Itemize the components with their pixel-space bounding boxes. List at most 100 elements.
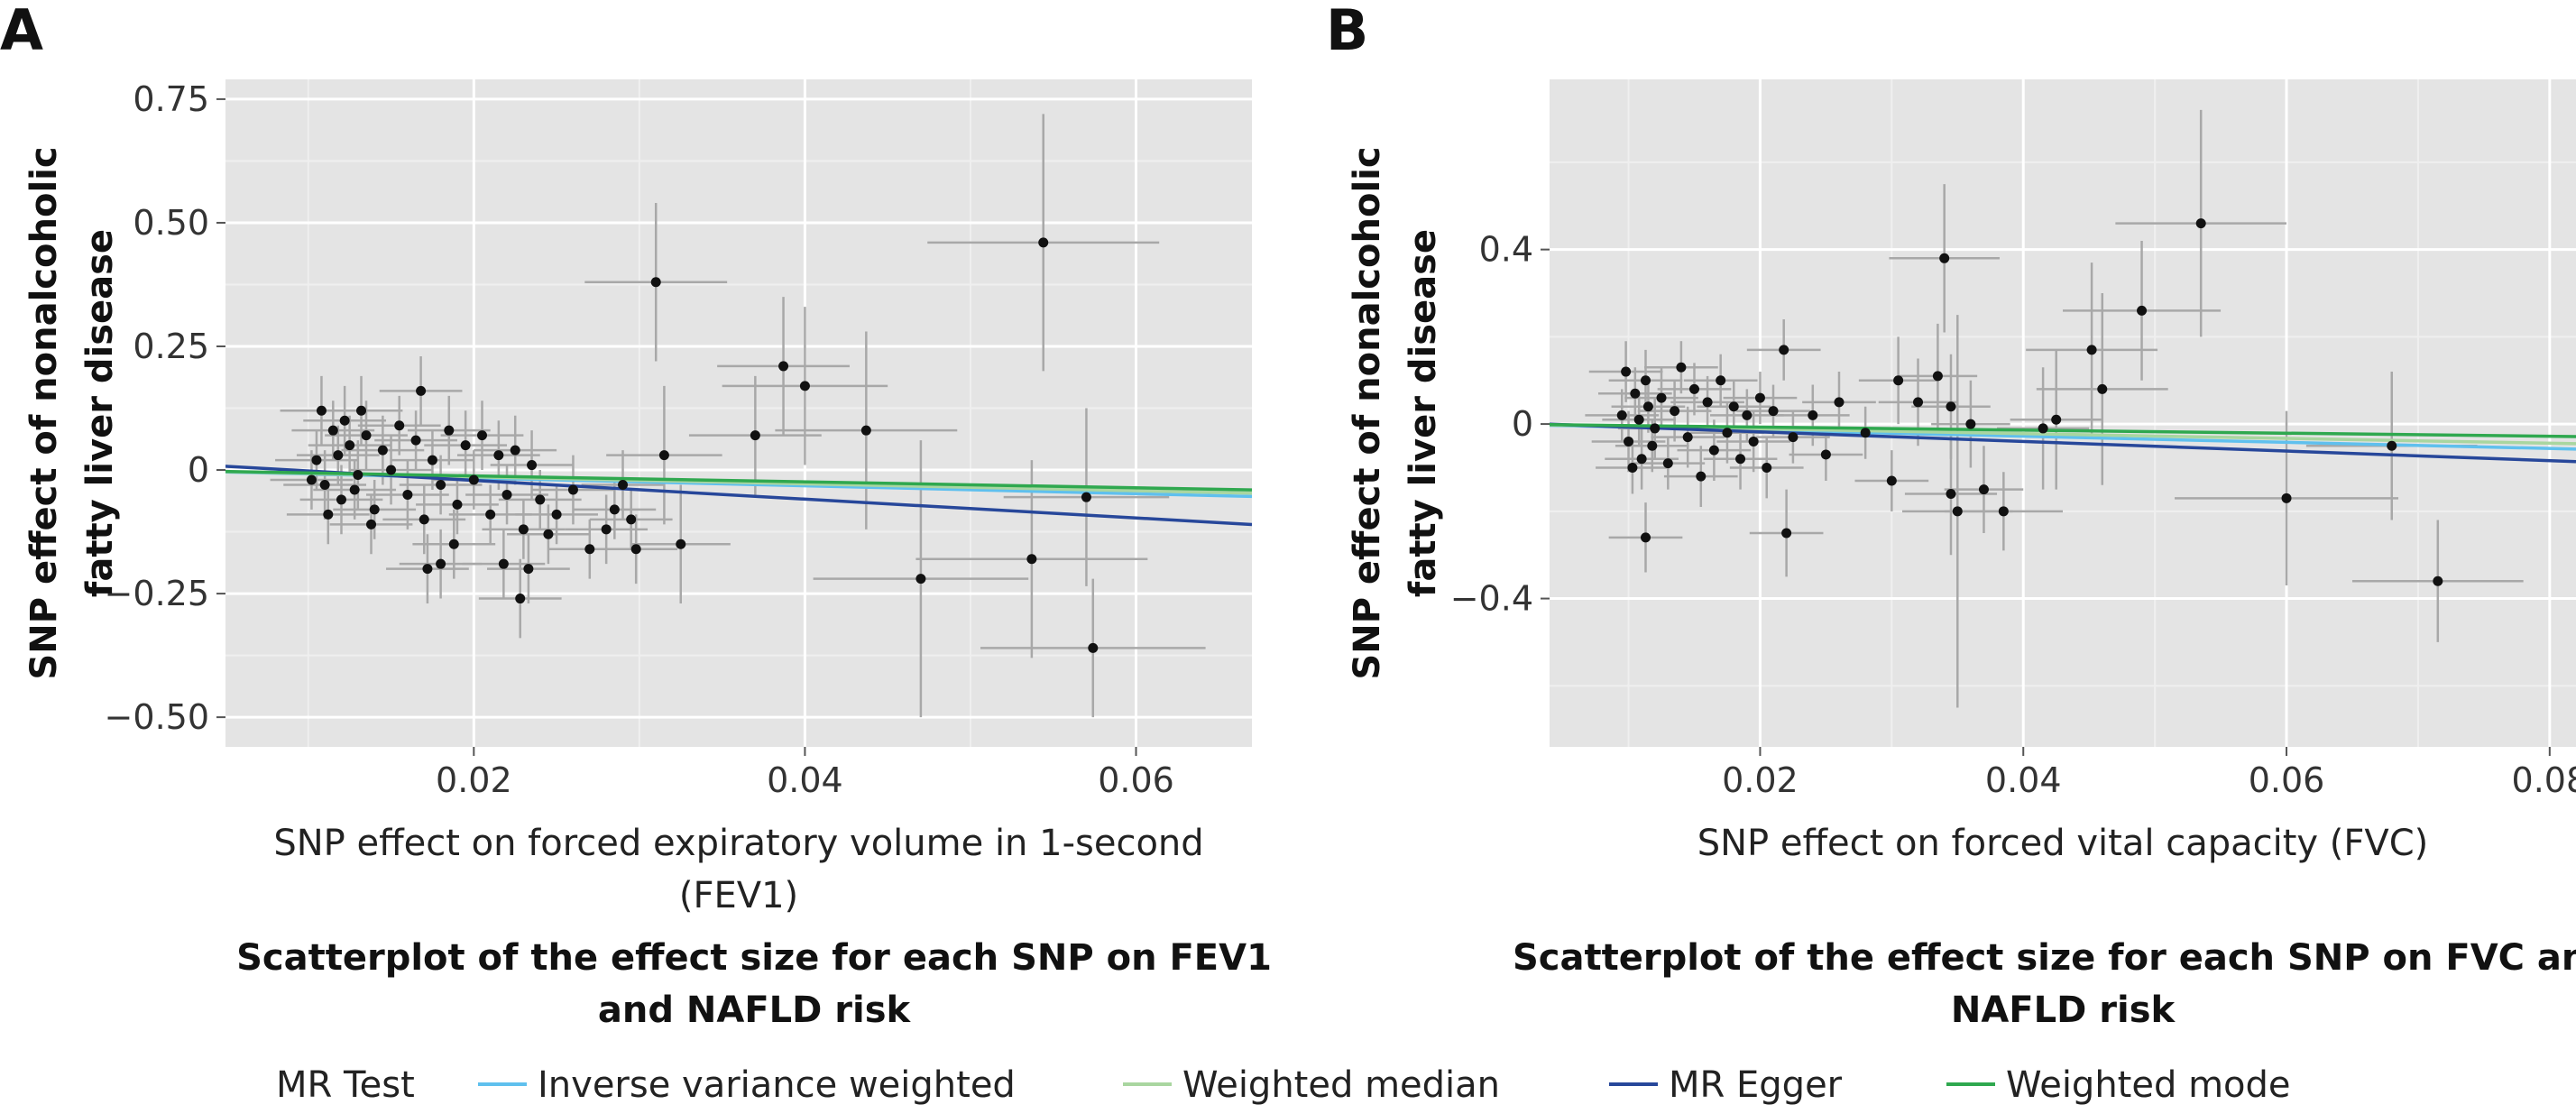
y-tick-label: 0.50: [133, 203, 209, 243]
mr-line-mr-egger: [1550, 422, 2576, 464]
data-point: [1893, 375, 1904, 386]
data-point: [1621, 366, 1632, 377]
x-tick-label: 0.02: [1722, 760, 1799, 800]
data-point: [402, 489, 413, 500]
data-point: [1735, 454, 1746, 465]
data-point: [626, 514, 637, 525]
data-layer: [1550, 109, 2576, 708]
y-tick-label: 0.75: [133, 79, 209, 119]
data-point: [609, 504, 620, 515]
data-point: [1624, 436, 1634, 447]
data-point: [2137, 305, 2148, 316]
x-tick-label: 0.02: [436, 760, 512, 800]
data-point: [1748, 436, 1759, 447]
data-point: [1728, 401, 1739, 412]
data-point: [543, 529, 554, 539]
data-point: [477, 430, 487, 441]
data-point: [493, 450, 504, 461]
data-point: [1688, 383, 1699, 394]
data-point: [1647, 440, 1658, 451]
data-point: [1952, 506, 1963, 517]
data-point: [601, 524, 612, 535]
data-point: [1939, 253, 1950, 263]
data-point: [427, 455, 437, 465]
data-point: [327, 425, 338, 436]
data-point: [386, 465, 397, 475]
data-point: [650, 277, 661, 288]
data-point: [1662, 458, 1673, 469]
data-point: [436, 479, 446, 490]
data-point: [1616, 410, 1627, 420]
data-point: [1696, 471, 1707, 482]
y-tick-label: −0.25: [105, 574, 209, 613]
data-point: [618, 479, 629, 490]
panel-b: 0.02 0.04 0.06 0.08 0.4 0 −0.4 B SNP effect of n…: [1326, 0, 2576, 1031]
data-point: [1641, 375, 1651, 386]
data-point: [1708, 445, 1719, 456]
data-point: [2433, 575, 2443, 586]
data-point: [369, 504, 380, 515]
x-tick-label: 0.04: [1985, 760, 2062, 800]
data-point: [1788, 432, 1799, 443]
data-point: [1088, 642, 1099, 653]
data-point: [1633, 414, 1644, 425]
data-point: [1682, 432, 1693, 443]
x-tick-label: 0.06: [1098, 760, 1174, 800]
data-point: [1630, 388, 1641, 399]
data-point: [2281, 493, 2292, 503]
data-point: [527, 460, 538, 471]
data-point: [323, 509, 334, 520]
data-point: [452, 499, 463, 510]
data-point: [1820, 449, 1831, 460]
legend-label: Weighted mode: [2006, 1064, 2291, 1106]
data-point: [630, 544, 641, 555]
data-point: [1860, 428, 1871, 438]
data-point: [333, 450, 344, 461]
data-point: [1762, 462, 1772, 473]
data-point: [1808, 410, 1818, 420]
data-point: [306, 474, 317, 485]
x-tick-label: 0.06: [2249, 760, 2325, 800]
data-point: [1641, 532, 1651, 543]
data-point: [336, 494, 346, 505]
data-point: [1722, 428, 1733, 438]
data-point: [498, 558, 509, 569]
data-point: [345, 440, 355, 451]
data-point: [1038, 237, 1049, 248]
data-point: [1702, 397, 1713, 408]
data-point: [419, 514, 429, 525]
data-point: [1656, 392, 1667, 403]
data-point: [2086, 345, 2097, 355]
data-point: [353, 470, 363, 481]
panel-caption-line: and NAFLD risk: [598, 990, 912, 1031]
plot-background: [1550, 79, 2576, 747]
y-tick-label: −0.4: [1450, 579, 1533, 619]
y-axis-title-line: SNP effect of nonalcoholic: [23, 146, 65, 679]
legend-label: MR Egger: [1669, 1064, 1843, 1106]
data-point: [394, 420, 405, 431]
panel-letter: A: [0, 0, 43, 63]
data-point: [676, 539, 686, 549]
panel-letter: B: [1326, 0, 1368, 63]
data-point: [361, 430, 372, 441]
data-point: [799, 381, 810, 391]
data-point: [1768, 406, 1779, 417]
data-point: [1627, 462, 1638, 473]
legend-label: Inverse variance weighted: [538, 1064, 1016, 1106]
mr-line-weighted-mode: [1550, 423, 2576, 438]
data-point: [1913, 397, 1924, 408]
plot-background: [225, 79, 1252, 747]
data-layer: [225, 114, 1252, 718]
data-point: [2387, 440, 2397, 451]
data-point: [349, 484, 360, 495]
data-point: [311, 455, 322, 465]
data-point: [523, 564, 534, 575]
data-point: [1886, 475, 1897, 486]
data-point: [1779, 345, 1789, 355]
data-point: [501, 489, 512, 500]
data-point: [567, 484, 578, 495]
data-point: [436, 558, 446, 569]
y-axis-title-line: fatty liver disease: [1403, 229, 1444, 597]
